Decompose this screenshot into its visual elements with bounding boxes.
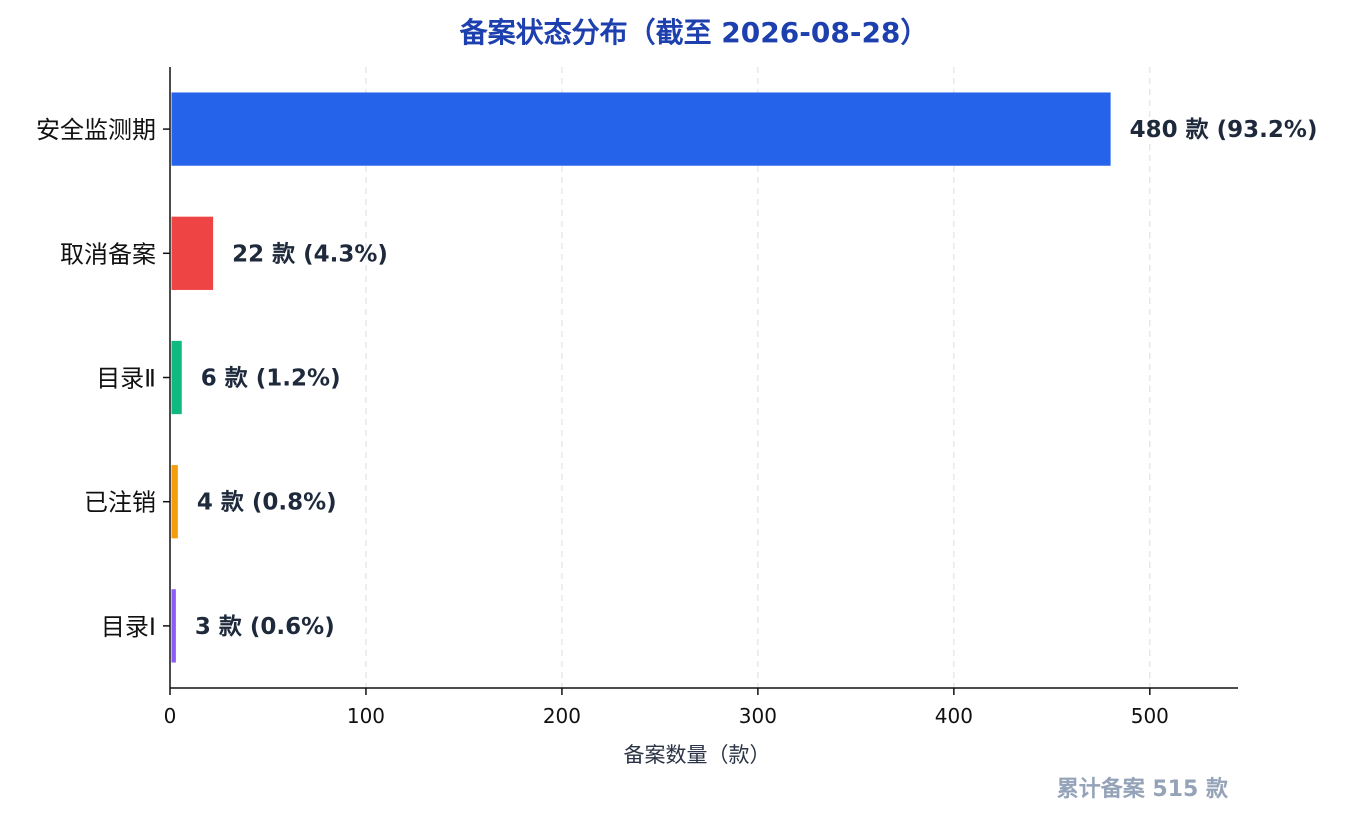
category-label: 目录Ⅱ <box>96 365 156 393</box>
bar-data-label: 480 款 (93.2%) <box>1130 116 1318 143</box>
category-label: 取消备案 <box>60 240 156 268</box>
footer-total-note: 累计备案 515 款 <box>1057 776 1229 802</box>
category-label: 目录Ⅰ <box>101 613 156 641</box>
data-labels: 480 款 (93.2%) 22 款 (4.3%) 6 款 (1.2%) 4 款 (0… <box>195 116 1318 640</box>
bar-1 <box>171 92 1111 166</box>
x-tick-label: 200 <box>543 704 581 728</box>
bar-3 <box>171 340 182 415</box>
bar-4 <box>171 465 178 539</box>
x-tick-label: 300 <box>739 704 777 728</box>
x-axis-label: 备案数量（款） <box>624 743 771 767</box>
gridlines <box>365 67 1151 688</box>
x-tick-label: 100 <box>347 704 385 728</box>
bars <box>171 92 1111 663</box>
x-tick-label: 0 <box>164 704 177 728</box>
bar-5 <box>171 589 176 663</box>
category-label: 已注销 <box>84 489 156 517</box>
bar-data-label: 22 款 (4.3%) <box>232 240 388 267</box>
x-tick-label: 500 <box>1131 704 1169 728</box>
bar-data-label: 4 款 (0.8%) <box>197 489 337 516</box>
chart-title: 备案状态分布（截至 2026-08-28） <box>459 16 929 49</box>
bar-data-label: 3 款 (0.6%) <box>195 613 335 640</box>
x-tick-label: 400 <box>935 704 973 728</box>
bar-data-label: 6 款 (1.2%) <box>201 365 341 392</box>
bar-2 <box>171 216 214 290</box>
category-label: 安全监测期 <box>36 116 156 144</box>
